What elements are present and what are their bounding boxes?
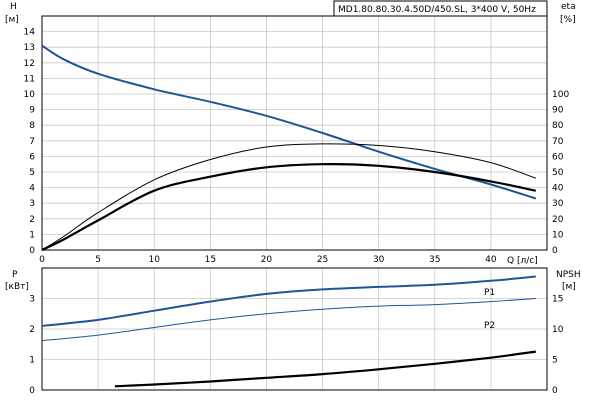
npsh-tick-label: 15: [552, 295, 563, 305]
series-line-npsh: [114, 350, 536, 388]
h-tick-label: 8: [29, 121, 35, 131]
x-tick-label: 20: [261, 255, 273, 265]
x-tick-label: 25: [317, 255, 328, 265]
series-line-eta-thin: [41, 143, 536, 251]
h-tick-label: 6: [29, 152, 35, 162]
eta-tick-label: 20: [552, 215, 564, 225]
series-layer: [41, 44, 537, 388]
h-tick-label: 9: [29, 106, 35, 116]
eta-tick-label: 50: [552, 168, 564, 178]
h-tick-label: 11: [24, 74, 35, 84]
top-plot-frame: [41, 15, 548, 251]
tick-labels: 0 5 10 15 20 25 30 35 40012345678910111213140102…: [24, 28, 570, 396]
npsh-tick-label: 0: [552, 386, 558, 396]
h-axis-label: H: [10, 2, 17, 12]
h-axis-unit: [м]: [5, 15, 19, 25]
x-tick-label: 0: [39, 255, 45, 265]
series-line-p1: [41, 275, 536, 327]
h-tick-label: 5: [29, 168, 35, 178]
h-tick-label: 0: [29, 246, 35, 256]
eta-tick-label: 10: [552, 230, 564, 240]
h-tick-label: 13: [24, 43, 35, 53]
h-tick-label: 14: [24, 28, 36, 38]
h-tick-label: 7: [29, 137, 35, 147]
series-line-p2: [41, 298, 536, 342]
npsh-tick-label: 10: [552, 325, 564, 335]
title-box: [333, 0, 548, 17]
h-tick-label: 3: [29, 199, 35, 209]
eta-tick-label: 80: [552, 121, 564, 131]
eta-axis-label: eta: [561, 2, 576, 12]
eta-tick-label: 100: [552, 90, 569, 100]
q-axis-label: Q [л/с]: [507, 256, 538, 266]
eta-tick-label: 30: [552, 199, 564, 209]
x-tick-label: 10: [148, 255, 160, 265]
p-axis-unit: [кВт]: [5, 282, 29, 292]
series-label-p2: P2: [484, 321, 495, 331]
x-tick-label: 35: [429, 255, 440, 265]
h-tick-label: 10: [24, 90, 36, 100]
h-tick-label: 1: [29, 230, 35, 240]
eta-tick-label: 90: [552, 106, 564, 116]
p-tick-label: 1: [29, 356, 35, 366]
h-tick-label: 2: [29, 215, 35, 225]
bottom-grid: [41, 268, 547, 391]
eta-tick-label: 0: [552, 246, 558, 256]
eta-tick-label: 60: [552, 152, 564, 162]
chart-title: MD1.80.80.30.4.50D/450.SL, 3*400 V, 50Hz: [338, 5, 536, 15]
h-tick-label: 12: [24, 59, 35, 69]
eta-tick-label: 70: [552, 137, 564, 147]
npsh-tick-label: 5: [552, 356, 558, 366]
eta-tick-label: 40: [552, 184, 564, 194]
h-tick-label: 4: [29, 184, 35, 194]
bottom-plot-frame: [41, 267, 548, 391]
npsh-axis-unit: [м]: [562, 282, 576, 292]
x-tick-label: 40: [485, 255, 497, 265]
eta-axis-unit: [%]: [560, 15, 576, 25]
npsh-axis-label: NPSH: [556, 270, 581, 280]
x-tick-label: 30: [373, 255, 385, 265]
x-tick-label: 5: [95, 255, 101, 265]
series-label-p1: P1: [484, 288, 495, 298]
series-line-eta-thick: [41, 163, 537, 251]
p-axis-label: P: [12, 270, 18, 280]
p-tick-label: 2: [29, 325, 35, 335]
x-tick-label: 15: [205, 255, 216, 265]
p-tick-label: 3: [29, 295, 35, 305]
top-grid: [41, 16, 547, 251]
p-tick-label: 0: [29, 386, 35, 396]
